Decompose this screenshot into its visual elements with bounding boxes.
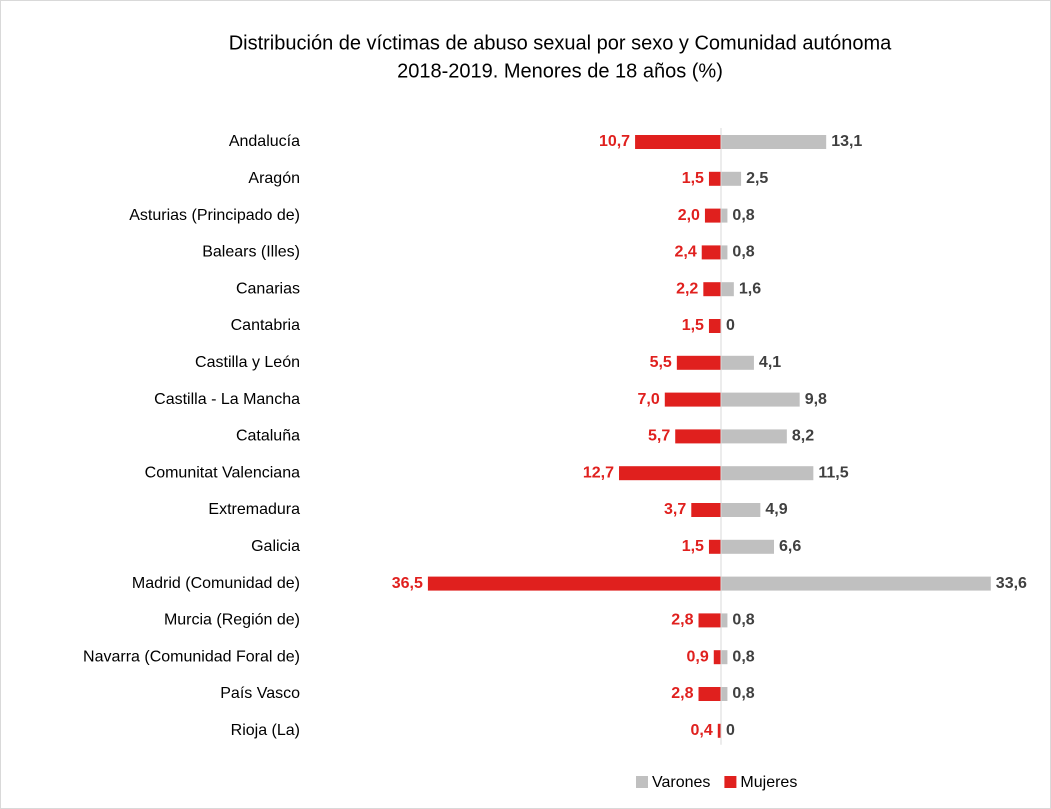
bar (721, 208, 728, 223)
category-label: Castilla y León (195, 354, 300, 371)
bar (721, 576, 991, 591)
bar (713, 650, 721, 665)
bar (721, 282, 734, 297)
bar (721, 613, 728, 628)
value-label: 3,7 (664, 501, 686, 518)
category-label: Canarias (236, 280, 300, 297)
category-label: Asturias (Principado de) (129, 207, 300, 224)
bar (721, 355, 754, 370)
category-label: Extremadura (208, 501, 300, 518)
bar (635, 135, 721, 149)
value-label: 2,2 (676, 280, 698, 297)
category-label: Andalucía (229, 133, 300, 150)
value-label: 0,8 (732, 648, 754, 665)
category-label: Comunitat Valenciana (145, 464, 300, 481)
value-label: 33,6 (996, 575, 1027, 592)
value-label: 10,7 (599, 133, 630, 150)
bar (721, 245, 728, 260)
bar (701, 245, 721, 260)
category-label: Cantabria (231, 317, 300, 334)
value-label: 0,8 (732, 207, 754, 224)
bar (721, 392, 800, 407)
legend-label: Varones (652, 774, 710, 791)
value-label: 6,6 (779, 538, 801, 555)
bar (619, 466, 721, 481)
value-label: 1,6 (739, 280, 761, 297)
value-label: 4,1 (759, 354, 781, 371)
legend-label: Mujeres (740, 774, 797, 791)
bar (721, 539, 774, 554)
bar (708, 319, 721, 333)
bar (721, 429, 787, 444)
chart-title: Distribución de víctimas de abuso sexual… (229, 32, 892, 54)
category-label: Rioja (La) (231, 722, 300, 739)
chart-subtitle: 2018-2019. Menores de 18 años (%) (397, 60, 723, 82)
value-label: 9,8 (805, 391, 827, 408)
bar (721, 135, 827, 149)
bar (717, 723, 721, 738)
bar (721, 650, 728, 665)
value-label: 7,0 (638, 391, 660, 408)
category-label: Aragón (248, 170, 300, 187)
value-label: 12,7 (583, 464, 614, 481)
value-label: 5,7 (648, 428, 670, 445)
value-label: 2,5 (746, 170, 768, 187)
value-label: 0 (726, 722, 735, 739)
bar (675, 429, 721, 444)
value-label: 0,4 (691, 722, 713, 739)
category-label: País Vasco (220, 685, 300, 702)
value-label: 0,8 (732, 685, 754, 702)
bar (698, 687, 721, 701)
bar (704, 208, 721, 223)
bar (708, 539, 721, 554)
category-label: Cataluña (236, 428, 300, 445)
value-label: 1,5 (682, 170, 704, 187)
bar (698, 613, 721, 628)
bar (721, 503, 761, 517)
bar (427, 576, 721, 591)
value-label: 2,4 (674, 244, 696, 261)
bar (691, 503, 721, 517)
category-label: Castilla - La Mancha (154, 391, 300, 408)
value-label: 11,5 (818, 464, 848, 481)
value-label: 0,9 (687, 648, 709, 665)
value-label: 0 (726, 317, 735, 334)
bar (664, 392, 721, 407)
category-label: Navarra (Comunidad Foral de) (83, 648, 300, 665)
bar (676, 355, 721, 370)
bar (721, 171, 742, 186)
bar (721, 466, 814, 481)
value-label: 1,5 (682, 317, 704, 334)
bar (703, 282, 721, 297)
legend-swatch (636, 776, 648, 788)
value-label: 2,0 (678, 207, 700, 224)
value-label: 36,5 (392, 575, 423, 592)
value-label: 2,8 (671, 612, 693, 629)
value-label: 4,9 (765, 501, 787, 518)
category-label: Balears (Illes) (202, 244, 300, 261)
category-label: Galicia (251, 538, 300, 555)
value-label: 8,2 (792, 428, 814, 445)
legend-swatch (724, 776, 737, 788)
value-label: 1,5 (682, 538, 704, 555)
value-label: 0,8 (732, 244, 754, 261)
category-label: Madrid (Comunidad de) (132, 575, 300, 592)
value-label: 13,1 (831, 133, 862, 150)
category-label: Murcia (Región de) (164, 612, 300, 629)
bar (721, 687, 728, 701)
value-label: 5,5 (650, 354, 672, 371)
value-label: 2,8 (671, 685, 693, 702)
bar (708, 171, 721, 186)
value-label: 0,8 (732, 612, 754, 629)
